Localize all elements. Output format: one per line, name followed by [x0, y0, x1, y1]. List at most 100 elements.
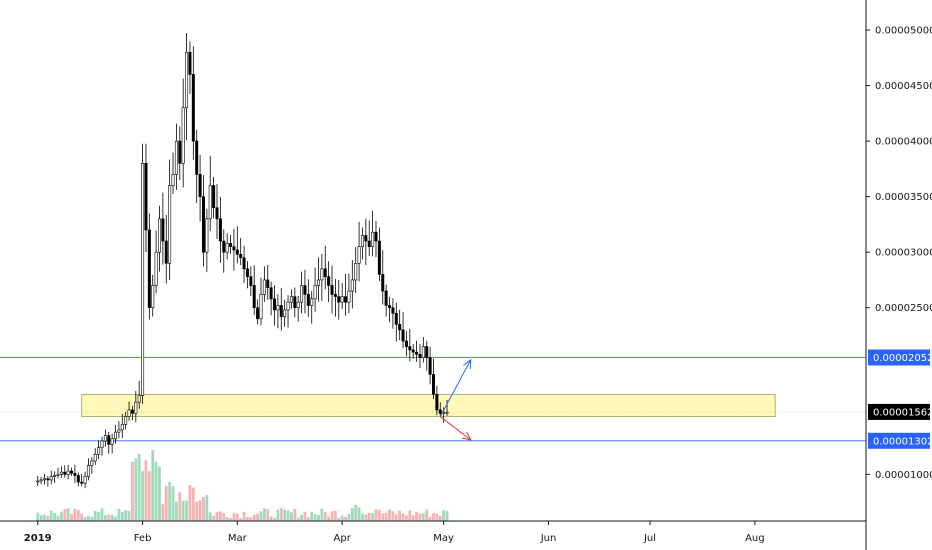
volume-bar [425, 509, 429, 521]
volume-bar [202, 496, 205, 521]
volume-bar [279, 508, 283, 521]
candle-body [144, 162, 148, 231]
candle-body [306, 294, 310, 306]
volume-bar [415, 511, 418, 521]
volume-bar [120, 511, 124, 521]
volume-bar [266, 509, 270, 521]
candle-body [110, 438, 114, 445]
candle-body [357, 246, 361, 264]
volume-bar [371, 513, 375, 521]
volume-bar [256, 513, 259, 521]
candle-body [120, 424, 124, 431]
candle-body [225, 242, 229, 253]
volume-bar [39, 515, 43, 521]
volume-bar [76, 509, 80, 521]
candle-body [279, 305, 283, 317]
candle-body [36, 480, 40, 483]
candle-body [425, 346, 429, 359]
candle-body [354, 262, 358, 281]
volume-bar [70, 514, 73, 521]
y-tick-label: 0.00003500 [875, 192, 932, 203]
candle-body [73, 472, 77, 476]
plot-area[interactable] [0, 0, 866, 521]
volume-bar [242, 511, 246, 521]
volume-bar [154, 461, 158, 521]
candle-body [286, 301, 290, 311]
candle-body [229, 242, 233, 247]
volume-bar [428, 516, 432, 521]
candle-body [107, 435, 111, 445]
volume-bar [269, 516, 273, 521]
candle-body [215, 207, 219, 220]
volume-bars-layer [36, 450, 449, 521]
candle-body [445, 411, 449, 414]
candle-body [168, 185, 172, 264]
candle-body [310, 298, 314, 306]
volume-bar [103, 515, 107, 521]
y-axis[interactable]: 0.00005000 0.00004500 0.00004000 0.00003500… [866, 25, 932, 481]
volume-bar [313, 514, 317, 521]
candle-body [235, 249, 239, 255]
candle-body [164, 240, 168, 264]
candle-body [320, 268, 324, 281]
candle-body [266, 279, 270, 289]
volume-bar [46, 515, 50, 521]
candle-body [394, 312, 398, 325]
candle-body [191, 74, 195, 142]
candle-body [283, 309, 287, 317]
volume-bar [405, 515, 408, 521]
candle-body [256, 307, 260, 320]
candle-body [137, 395, 141, 403]
candle-body [323, 268, 327, 277]
volume-bar [215, 512, 219, 521]
candle-body [333, 294, 337, 297]
candle-body [384, 290, 388, 306]
volume-bar [357, 507, 361, 521]
x-axis[interactable]: 2019 Feb Mar Apr May Jun Jul Aug [24, 521, 765, 544]
candle-body [76, 475, 80, 483]
y-tick-label: 0.00004000 [875, 137, 932, 148]
volume-bar [384, 512, 388, 521]
candle-body [303, 285, 307, 295]
y-tick-label: 0.00004500 [875, 81, 932, 92]
projection-arrowhead-0 [463, 358, 472, 369]
candle-body [212, 185, 216, 209]
candle-body [185, 51, 189, 109]
candle-body [421, 346, 425, 359]
volume-bar [191, 487, 195, 521]
candle-body [374, 231, 378, 242]
candle-body [438, 409, 442, 414]
volume-bar [290, 512, 293, 521]
candle-body [130, 409, 134, 414]
candle-body [198, 174, 202, 197]
candle-body [262, 279, 266, 295]
volume-bar [344, 516, 347, 521]
volume-bar [296, 517, 300, 521]
candle-body [435, 394, 439, 411]
candle-body [269, 287, 273, 300]
candle-body [147, 229, 151, 309]
candle-body [103, 435, 107, 442]
price-badge [868, 432, 930, 449]
candle-body [63, 471, 67, 475]
candle-body [367, 240, 371, 247]
volume-bar [310, 511, 314, 521]
projection-arrow-0 [439, 359, 472, 417]
volume-bar [137, 454, 141, 521]
candle-body [404, 340, 408, 347]
volume-bar [178, 492, 182, 521]
volume-bar [374, 509, 378, 521]
y-tick-label: 0.00002500 [875, 303, 932, 314]
volume-bar [367, 513, 371, 521]
candle-body [273, 298, 277, 311]
volume-bar [259, 511, 263, 521]
candle-body [151, 285, 155, 309]
volume-bar [175, 501, 178, 521]
volume-bar [49, 510, 53, 521]
candle-body [97, 447, 101, 455]
volume-bar [151, 450, 155, 521]
candle-body [70, 470, 74, 474]
candle-body [222, 240, 226, 253]
candle-body [205, 218, 209, 253]
